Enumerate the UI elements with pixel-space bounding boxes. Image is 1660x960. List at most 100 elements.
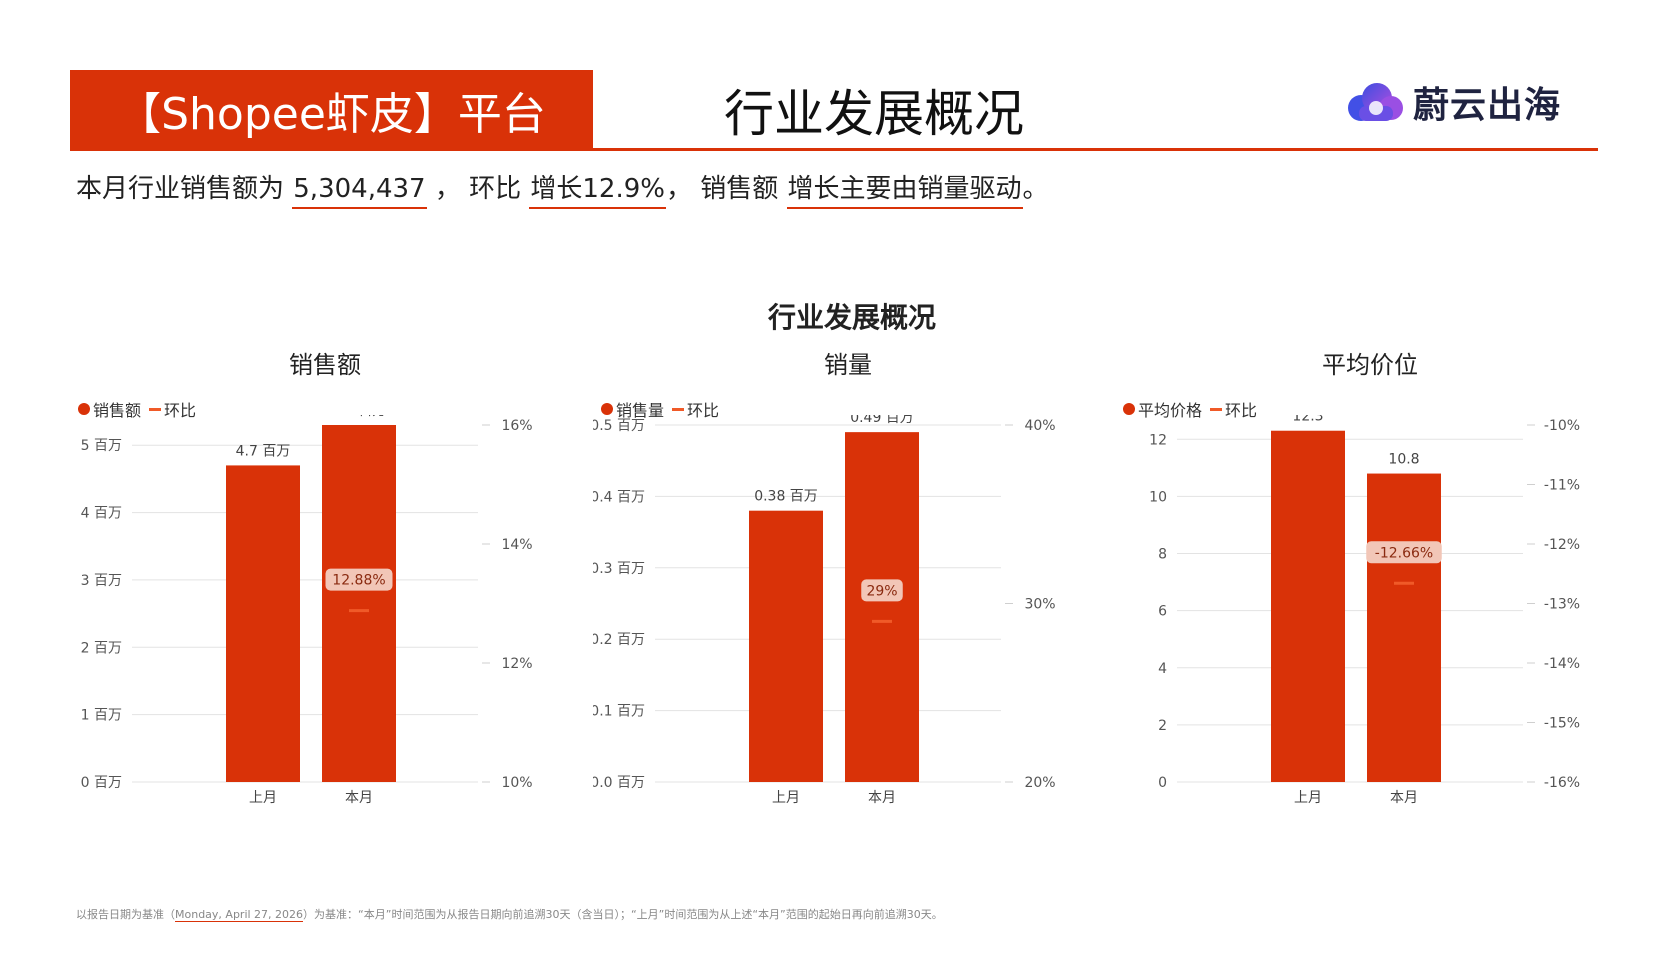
- bar-value-label: 0.38 百万: [754, 489, 818, 505]
- y2-tick-label: -16%: [1544, 775, 1580, 791]
- cloud-logo-icon: [1348, 83, 1403, 121]
- x-tick-label: 上月: [772, 790, 800, 806]
- y-tick-label: 0.0 百万: [593, 775, 645, 791]
- bar-value-label: 4.7 百万: [236, 443, 291, 459]
- chart-panel-sales: 销售额 销售额 环比 0 百万 1 百万 2 百万 3 百万 4 百万 5 百万 10% 12…: [70, 345, 580, 855]
- chart-legend: 销售额 环比: [78, 397, 196, 421]
- y-tick-label: 3 百万: [81, 573, 122, 589]
- line-value-label: -12.66%: [1375, 545, 1433, 561]
- chart-legend: 平均价格 环比: [1123, 397, 1257, 421]
- summary-suffix: 。: [1022, 174, 1049, 204]
- x-tick-label: 本月: [868, 790, 896, 806]
- x-tick-label: 本月: [1390, 790, 1418, 806]
- y2-tick-label: -10%: [1544, 418, 1580, 434]
- chart-svg: 0 百万 1 百万 2 百万 3 百万 4 百万 5 百万 10% 12% 14% 16% 4.7 …: [81, 415, 533, 806]
- summary-growth: 增长12.9%: [529, 172, 666, 210]
- y2-tick-label: -15%: [1544, 716, 1580, 732]
- summary-driver: 增长主要由销量驱动: [786, 172, 1023, 210]
- y-tick-label: 0.2 百万: [593, 632, 645, 648]
- y-tick-label: 0: [1158, 775, 1167, 791]
- y2-tick-label: 10%: [501, 775, 532, 791]
- y-tick-label: 4: [1158, 661, 1167, 677]
- legend-line-swatch: [1210, 407, 1223, 411]
- y2-tick-label: 14%: [501, 537, 532, 553]
- charts-title: 行业发展概况: [767, 301, 936, 334]
- legend-line-label: 环比: [1225, 401, 1258, 420]
- chart-title: 销量: [824, 351, 872, 379]
- y-tick-label: 0 百万: [81, 775, 122, 791]
- bar: [322, 425, 396, 782]
- header-divider: [70, 148, 1598, 151]
- summary-prefix: 本月行业销售额为: [76, 174, 293, 204]
- bar: [845, 432, 919, 782]
- y-tick-label: 0.4 百万: [593, 489, 645, 505]
- x-tick-label: 上月: [1294, 790, 1322, 806]
- line-value-label: 29%: [866, 583, 897, 599]
- line-value-label: 12.88%: [332, 573, 385, 589]
- x-tick-label: 上月: [249, 790, 277, 806]
- y2-tick-label: 20%: [1024, 775, 1055, 791]
- footnote-date: Monday, April 27, 2026: [175, 908, 304, 922]
- y-tick-label: 2: [1158, 718, 1167, 734]
- y2-tick-label: 40%: [1024, 418, 1055, 434]
- bar-value-label: 12.3: [1292, 415, 1323, 425]
- legend-line-swatch: [149, 407, 162, 411]
- platform-banner: 【Shopee虾皮】平台: [70, 70, 593, 150]
- chart-svg: 0.0 百万 0.1 百万 0.2 百万 0.3 百万 0.4 百万 0.5 百万 20% 3…: [593, 415, 1056, 806]
- y-tick-label: 0.1 百万: [593, 704, 645, 720]
- bar: [226, 465, 300, 782]
- bar-value-label: 5.3 百万: [332, 415, 387, 419]
- legend-bar-label: 销售额: [93, 401, 142, 420]
- legend-bar-swatch: [601, 403, 613, 415]
- footnote-prefix: 以报告日期为基准（: [76, 908, 175, 921]
- summary-mid1: ， 环比: [426, 174, 530, 204]
- line-label-badge: [1366, 541, 1442, 564]
- legend-line-swatch: [672, 407, 685, 411]
- y2-tick-label: -11%: [1544, 478, 1580, 494]
- x-tick-label: 本月: [345, 790, 373, 806]
- bar: [1367, 473, 1441, 782]
- y-tick-label: 0.3 百万: [593, 561, 645, 577]
- chart-title: 销售额: [289, 351, 361, 379]
- footnote-suffix: ）为基准：“本月”时间范围为从报告日期向前追溯30天（含当日）；“上月”时间范围…: [303, 908, 943, 921]
- legend-line-label: 环比: [164, 401, 197, 420]
- legend-bar-swatch: [1123, 403, 1135, 415]
- footnote: 以报告日期为基准（Monday, April 27, 2026）为基准：“本月”…: [76, 906, 943, 922]
- summary-sales-value: 5,304,437: [292, 172, 427, 210]
- line-label-badge: [325, 568, 393, 591]
- y2-tick-label: 12%: [501, 656, 532, 672]
- bar-value-label: 0.49 百万: [850, 415, 914, 426]
- platform-label: 【Shopee虾皮】平台: [117, 89, 546, 140]
- y-tick-label: 8: [1158, 547, 1167, 563]
- y2-tick-label: 30%: [1024, 597, 1055, 613]
- y-tick-label: 0.5 百万: [593, 418, 645, 434]
- y-tick-label: 5 百万: [81, 438, 122, 454]
- summary-mid2: ， 销售额: [666, 174, 787, 204]
- page-title-text: 行业发展概况: [724, 85, 1024, 143]
- chart-title: 平均价位: [1322, 351, 1418, 379]
- y-tick-label: 4 百万: [81, 506, 122, 522]
- y2-tick-label: 16%: [501, 418, 532, 434]
- chart-legend: 销售量 环比: [601, 397, 719, 421]
- bar: [1271, 430, 1345, 782]
- legend-line-label: 环比: [687, 401, 720, 420]
- y-tick-label: 2 百万: [81, 640, 122, 656]
- y2-tick-label: -14%: [1544, 656, 1580, 672]
- y-tick-label: 12: [1149, 432, 1167, 448]
- line-label-badge: [861, 579, 903, 602]
- legend-bar-swatch: [78, 403, 90, 415]
- bar-value-label: 10.8: [1388, 452, 1419, 468]
- brand-logo: 蔚云出海: [1345, 72, 1561, 132]
- summary-sentence: 本月行业销售额为 5,304,437 ， 环比 增长12.9%， 销售额 增长主…: [76, 168, 1576, 210]
- chart-panel-price: 平均价位 平均价格 环比 0 2 4 6 8 10 12 -16% -15% -14% -13% -1…: [1115, 345, 1625, 855]
- chart-svg: 0 2 4 6 8 10 12 -16% -15% -14% -13% -12% -11% -10% 12.…: [1149, 415, 1580, 806]
- logo-text: 蔚云出海: [1413, 85, 1562, 126]
- y2-tick-label: -13%: [1544, 597, 1580, 613]
- y-tick-label: 1 百万: [81, 708, 122, 724]
- y-tick-label: 6: [1158, 604, 1167, 620]
- legend-bar-label: 销售量: [616, 401, 665, 420]
- bar: [749, 510, 823, 782]
- legend-bar-label: 平均价格: [1138, 401, 1203, 420]
- page-title: 行业发展概况: [594, 70, 1154, 150]
- y2-tick-label: -12%: [1544, 537, 1580, 553]
